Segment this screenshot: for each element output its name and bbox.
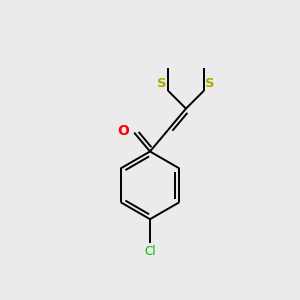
- Text: O: O: [117, 124, 129, 138]
- Text: S: S: [157, 77, 167, 90]
- Text: Cl: Cl: [144, 245, 156, 258]
- Text: S: S: [205, 77, 215, 90]
